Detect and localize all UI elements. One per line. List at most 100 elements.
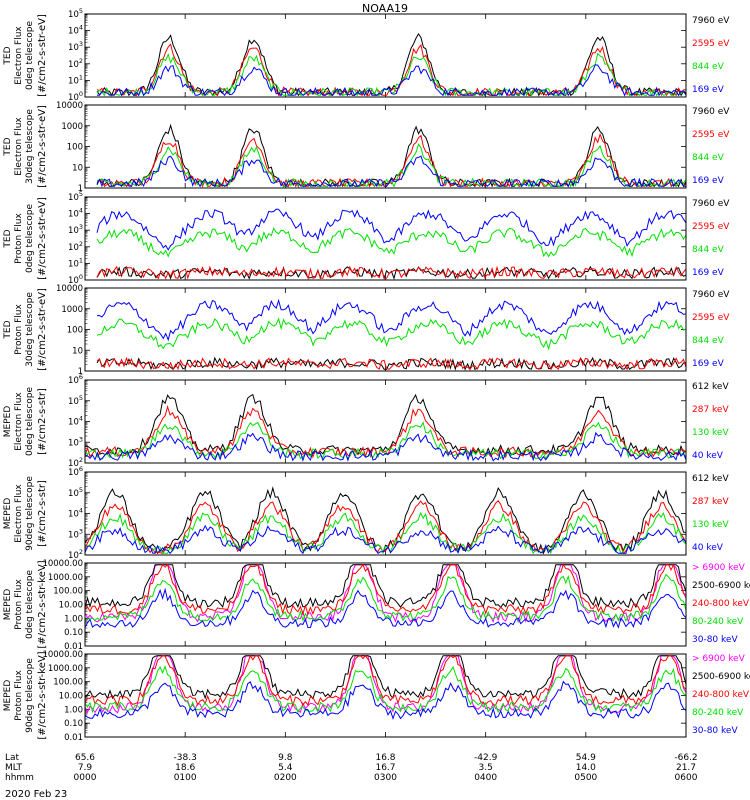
legend-entry: 30-80 keV xyxy=(692,635,738,645)
y-axis-label-line: 90deg telescope xyxy=(25,658,35,733)
y-tick-label: 0.10 xyxy=(64,719,83,729)
y-axis-label-line: 0deg telescope xyxy=(25,570,35,640)
traces xyxy=(96,208,686,280)
panel-frame xyxy=(84,104,687,189)
y-tick-label: 0.01 xyxy=(64,733,83,743)
y-tick-label: 1000 xyxy=(61,122,83,132)
y-axis-label-line: MEPED xyxy=(3,498,13,530)
y-tick-label: 0.01 xyxy=(64,642,83,652)
legend-entry: 287 keV xyxy=(692,405,729,415)
footer-mlt: 5.4 xyxy=(278,763,293,773)
footer-lat: -38.3 xyxy=(174,753,197,763)
footer-row-label: MLT xyxy=(5,763,23,773)
y-axis-label-line: 30deg telescope xyxy=(25,292,35,367)
y-axis-label-line: Proton Flux xyxy=(14,670,24,721)
plot-title: NOAA19 xyxy=(362,2,408,15)
y-axis-label-line: TED xyxy=(3,137,13,156)
y-axis-label-line: TED xyxy=(3,46,13,65)
series-trace-blue xyxy=(85,431,686,462)
legend-entry: 844 eV xyxy=(692,245,725,255)
y-axis-label-line: [#/cm2-s-str-eV] xyxy=(37,14,48,97)
series-trace-green xyxy=(96,143,686,188)
panel-frame xyxy=(84,653,687,738)
y-axis-label-line: 0deg telescope xyxy=(25,387,35,457)
legend-entry: 7960 eV xyxy=(692,290,730,300)
y-axis-label-line: 90deg telescope xyxy=(25,476,35,551)
footer-hhmm: 0300 xyxy=(374,773,397,783)
y-tick-label: 100.00 xyxy=(53,678,83,688)
y-tick-label: 100 xyxy=(68,90,83,103)
footer-lat: 9.8 xyxy=(278,753,293,763)
series-trace-blue xyxy=(85,524,686,555)
legend-entry: 7960 eV xyxy=(692,199,730,209)
y-tick-label: 1000.00 xyxy=(48,664,83,674)
y-tick-label: 1000 xyxy=(61,305,83,315)
legend-entry: 7960 eV xyxy=(692,107,730,117)
footer-hhmm: 0400 xyxy=(474,773,497,783)
y-tick-label: 10000.00 xyxy=(42,559,83,569)
traces xyxy=(85,393,686,462)
legend-entry: 7960 eV xyxy=(692,16,730,26)
legend-entry: 612 keV xyxy=(692,382,729,392)
legend-entry: > 6900 keV xyxy=(692,654,746,664)
y-axis-label-line: [#/cm2-s-str] xyxy=(37,480,48,547)
footer-mlt: 3.5 xyxy=(479,763,493,773)
y-axis-label-line: Electron Flux xyxy=(14,117,24,176)
y-tick-label: 104 xyxy=(68,415,83,428)
y-tick-label: 105 xyxy=(68,486,83,499)
y-tick-label: 1 xyxy=(78,367,83,377)
traces xyxy=(96,32,686,97)
panel-frame xyxy=(84,562,687,647)
series-trace-black xyxy=(96,356,686,371)
y-tick-label: 104 xyxy=(68,24,83,37)
series-trace-black xyxy=(85,486,686,555)
y-tick-label: 1.00 xyxy=(64,614,83,624)
legend-entry: 844 eV xyxy=(692,336,725,346)
legend-entry: 2500-6900 keV xyxy=(692,672,750,682)
y-axis-label-line: Proton Flux xyxy=(14,304,24,355)
series-trace-black xyxy=(85,393,686,457)
footer-mlt: 14.0 xyxy=(576,763,596,773)
panel-5: 102 103 104 105 106 MEPED Electron Flux 0deg te… xyxy=(3,373,729,469)
y-axis-label-line: Proton Flux xyxy=(14,213,24,264)
y-axis-label: MEPED Proton Flux 90deg telescope [#/cm2-s-… xyxy=(3,651,48,739)
y-axis-label-line: MEPED xyxy=(3,406,13,438)
series-trace-red xyxy=(96,265,686,280)
y-tick-label: 100 xyxy=(67,326,83,336)
series-trace-black xyxy=(85,655,686,700)
legend-entry: 240-800 keV xyxy=(692,690,750,700)
legend-entry: 80-240 keV xyxy=(692,617,744,627)
y-tick-label: 105 xyxy=(68,7,83,20)
y-axis-label-line: [#/cm2-s-str] xyxy=(37,388,48,455)
footer-mlt: 7.9 xyxy=(78,763,93,773)
legend-entry: 2595 eV xyxy=(692,313,730,323)
traces xyxy=(85,654,686,720)
y-axis-label: TED Electron Flux 30deg telescope [#/cm2-s-… xyxy=(3,105,48,188)
panel-frame xyxy=(84,471,687,556)
series-trace-red xyxy=(96,356,686,371)
y-axis-label-line: [#/cm2-s-str-eV] xyxy=(37,105,48,188)
series-trace-black xyxy=(96,265,686,280)
series-trace-blue xyxy=(96,208,686,251)
panel-7: 0.010.101.0010.00100.001000.0010000.00ME… xyxy=(3,559,750,652)
series-trace-red xyxy=(85,563,686,616)
footer-hhmm: 0600 xyxy=(675,773,698,783)
footer-lat: 16.8 xyxy=(375,753,395,763)
y-tick-label: 10 xyxy=(72,346,83,356)
legend-entry: 169 eV xyxy=(692,176,725,186)
y-axis-label: TED Proton Flux 0deg telescope [#/cm2-s-str… xyxy=(3,197,48,280)
y-axis-label: TED Proton Flux 30deg telescope [#/cm2-s-st… xyxy=(3,288,48,371)
y-axis-label: MEPED Electron Flux 0deg telescope [#/cm2-s… xyxy=(3,387,48,457)
series-trace-magenta xyxy=(85,655,686,714)
series-trace-red xyxy=(85,654,686,708)
y-tick-label: 106 xyxy=(68,373,83,386)
series-trace-blue xyxy=(97,64,686,97)
series-trace-black xyxy=(85,564,686,609)
legend-entry: 40 keV xyxy=(692,451,724,461)
footer-lat: -42.9 xyxy=(474,753,498,763)
legend-entry: 2595 eV xyxy=(692,130,730,140)
y-axis-label-line: 30deg telescope xyxy=(25,109,35,184)
